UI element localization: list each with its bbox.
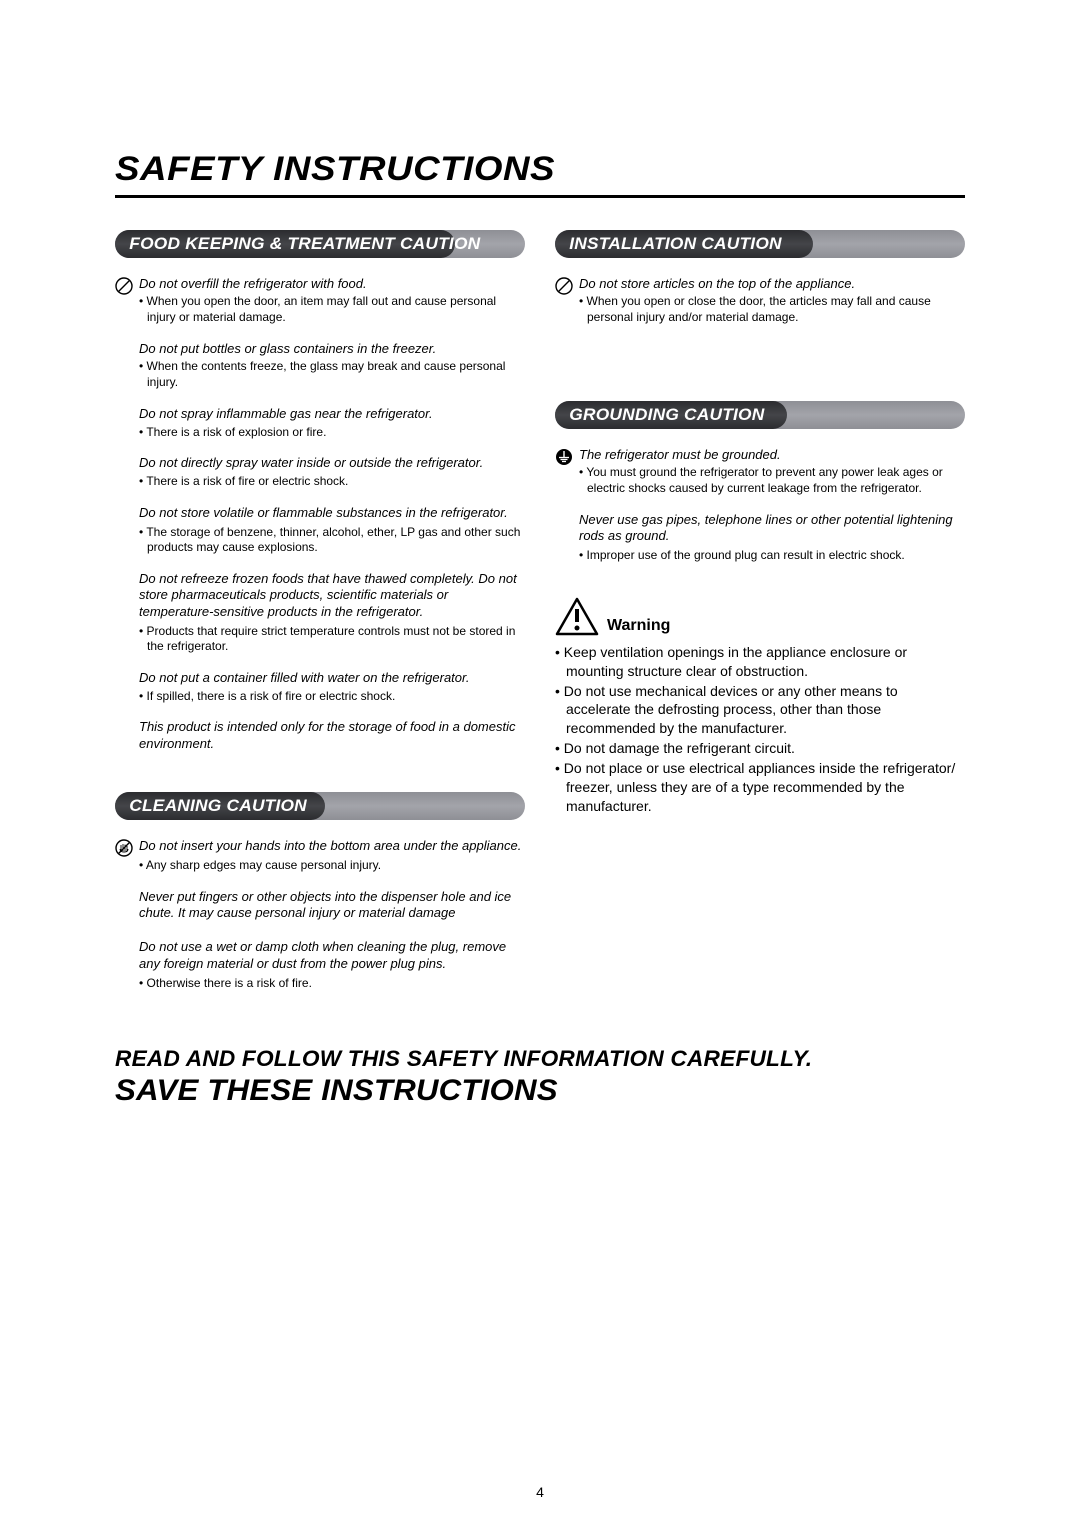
no-touch-icon (115, 838, 139, 875)
grounding-header: GROUNDING CAUTION (555, 401, 965, 429)
instruction-headline: Do not spray inflammable gas near the re… (139, 406, 525, 423)
instruction-item: The refrigerator must be grounded. You m… (555, 447, 965, 498)
warning-item: Do not use mechanical devices or any oth… (555, 682, 965, 739)
instruction-item: Never put fingers or other objects into … (115, 889, 525, 926)
instruction-bullet: The storage of benzene, thinner, alcohol… (139, 525, 525, 556)
warning-item: Keep ventilation openings in the applian… (555, 643, 965, 681)
instruction-bullet: Any sharp edges may cause personal injur… (139, 858, 525, 874)
title-rule (115, 195, 965, 198)
instruction-item: Do not store articles on the top of the … (555, 276, 965, 327)
right-column: INSTALLATION CAUTION Do not store articl… (555, 230, 965, 1007)
instruction-headline: Do not put bottles or glass containers i… (139, 341, 525, 358)
instruction-bullet: There is a risk of explosion or fire. (139, 425, 525, 441)
page-title: SAFETY INSTRUCTIONS (115, 150, 1033, 189)
footer-line-2: SAVE THESE INSTRUCTIONS (115, 1074, 999, 1108)
instruction-item: Do not spray inflammable gas near the re… (115, 406, 525, 441)
ground-icon (555, 447, 579, 498)
warning-item: Do not damage the refrigerant circuit. (555, 739, 965, 758)
instruction-headline: Never use gas pipes, telephone lines or … (579, 512, 965, 545)
food-keeping-title: FOOD KEEPING & TREATMENT CAUTION (115, 234, 480, 254)
instruction-headline: Do not refreeze frozen foods that have t… (139, 571, 525, 620)
instruction-item: Do not insert your hands into the bottom… (115, 838, 525, 875)
footer-block: READ AND FOLLOW THIS SAFETY INFORMATION … (115, 1046, 965, 1108)
instruction-headline: This product is intended only for the st… (139, 719, 525, 752)
instruction-headline: Do not directly spray water inside or ou… (139, 455, 525, 472)
prohibition-icon (555, 276, 579, 327)
instruction-bullet: When you open the door, an item may fall… (139, 294, 525, 325)
instruction-bullet: Improper use of the ground plug can resu… (579, 548, 965, 564)
footer-line-1: READ AND FOLLOW THIS SAFETY INFORMATION … (115, 1046, 991, 1072)
instruction-item: Do not put bottles or glass containers i… (115, 341, 525, 392)
instruction-headline: The refrigerator must be grounded. (579, 447, 965, 464)
instruction-headline: Do not put a container filled with water… (139, 670, 525, 687)
installation-title: INSTALLATION CAUTION (555, 234, 782, 254)
instruction-bullet: Otherwise there is a risk of fire. (139, 976, 525, 992)
instruction-item: Do not store volatile or flammable subst… (115, 505, 525, 557)
instruction-headline: Never put fingers or other objects into … (139, 889, 525, 922)
warning-triangle-icon (555, 597, 599, 637)
grounding-title: GROUNDING CAUTION (555, 405, 764, 425)
instruction-bullet: If spilled, there is a risk of fire or e… (139, 689, 525, 705)
instruction-headline: Do not overfill the refrigerator with fo… (139, 276, 525, 293)
instruction-bullet: When the contents freeze, the glass may … (139, 359, 525, 390)
food-keeping-header: FOOD KEEPING & TREATMENT CAUTION (115, 230, 525, 258)
warning-item: Do not place or use electrical appliance… (555, 759, 965, 816)
instruction-item: This product is intended only for the st… (115, 719, 525, 756)
prohibition-icon (115, 276, 139, 327)
cleaning-header: CLEANING CAUTION (115, 792, 525, 820)
installation-header: INSTALLATION CAUTION (555, 230, 965, 258)
page-number: 4 (0, 1484, 1080, 1500)
warning-list: Keep ventilation openings in the applian… (555, 643, 965, 817)
instruction-item: Never use gas pipes, telephone lines or … (555, 512, 965, 565)
instruction-bullet: You must ground the refrigerator to prev… (579, 465, 965, 496)
instruction-headline: Do not use a wet or damp cloth when clea… (139, 939, 525, 972)
instruction-headline: Do not insert your hands into the bottom… (139, 838, 525, 854)
cleaning-title: CLEANING CAUTION (115, 796, 307, 816)
instruction-bullet: There is a risk of fire or electric shoc… (139, 474, 525, 490)
instruction-item: Do not use a wet or damp cloth when clea… (115, 939, 525, 992)
warning-label: Warning (607, 617, 670, 635)
instruction-item: Do not directly spray water inside or ou… (115, 455, 525, 490)
two-column-layout: FOOD KEEPING & TREATMENT CAUTION Do not … (115, 230, 965, 1007)
instruction-headline: Do not store volatile or flammable subst… (139, 505, 525, 521)
left-column: FOOD KEEPING & TREATMENT CAUTION Do not … (115, 230, 525, 1007)
instruction-item: Do not refreeze frozen foods that have t… (115, 571, 525, 656)
instruction-bullet: Products that require strict temperature… (139, 624, 525, 655)
instruction-item: Do not put a container filled with water… (115, 670, 525, 705)
instruction-headline: Do not store articles on the top of the … (579, 276, 965, 293)
warning-header: Warning (555, 597, 965, 637)
instruction-bullet: When you open or close the door, the art… (579, 294, 965, 325)
instruction-item: Do not overfill the refrigerator with fo… (115, 276, 525, 327)
